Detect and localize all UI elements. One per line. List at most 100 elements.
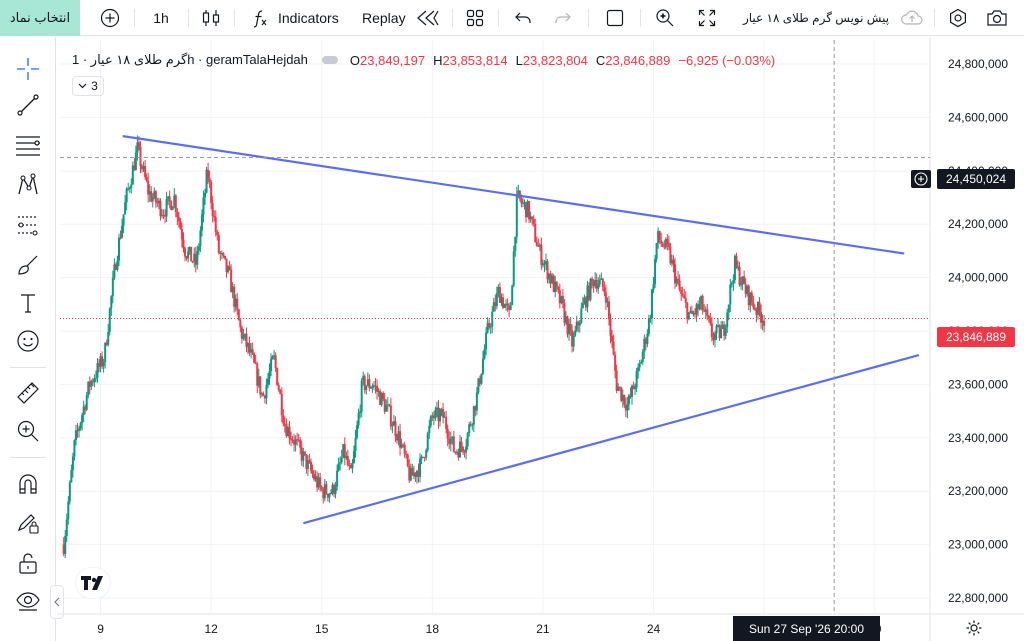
legend-high-key: H — [433, 52, 443, 68]
candle-up — [574, 330, 577, 336]
candle-up — [551, 275, 554, 284]
candle-down — [349, 465, 352, 469]
add-symbol-button[interactable] — [96, 0, 124, 36]
hide-drawings-tool[interactable] — [12, 585, 44, 617]
candle-down — [697, 304, 700, 310]
time-axis-label: 21 — [536, 622, 550, 636]
candle-up — [128, 188, 131, 190]
candle-up — [113, 264, 116, 278]
fullscreen-select-button[interactable] — [602, 0, 628, 36]
candle-up — [365, 385, 368, 391]
settings-button[interactable] — [944, 0, 972, 36]
text-tool[interactable] — [12, 287, 44, 319]
chart-legend: گرم طلای ۱۸ عیار · 1h · geramTalaHejdah … — [72, 51, 775, 69]
candle-down — [145, 176, 148, 181]
candle-down — [525, 202, 528, 218]
redo-button[interactable] — [550, 0, 576, 36]
candle-up — [627, 395, 630, 405]
chart-type-button[interactable] — [198, 0, 224, 36]
collapse-toolbar-button[interactable] — [50, 585, 64, 619]
fib-tool[interactable] — [12, 129, 44, 161]
interval-button[interactable]: 1h — [153, 10, 169, 26]
candle-up — [572, 335, 575, 347]
candle-down — [274, 355, 277, 368]
candle-down — [508, 305, 511, 310]
undo-button[interactable] — [510, 0, 536, 36]
candle-up — [130, 184, 133, 189]
candle-up — [197, 246, 200, 251]
crosshair-tool[interactable] — [12, 53, 44, 85]
candle-up — [631, 385, 634, 397]
forecast-tool[interactable] — [12, 209, 44, 241]
toolbar-divider — [588, 9, 589, 27]
tradingview-logo[interactable] — [76, 568, 110, 598]
layout-button[interactable] — [462, 0, 488, 36]
candle-down — [402, 444, 405, 446]
candle-up — [188, 246, 191, 252]
expand-button[interactable] — [694, 0, 720, 36]
candle-up — [314, 476, 317, 480]
candle-down — [535, 241, 538, 246]
candle-up — [227, 266, 230, 273]
candle-up — [647, 318, 650, 334]
cloud-save-button[interactable] — [898, 0, 926, 36]
candle-up — [265, 384, 268, 399]
price-axis-label: 24,600,000 — [948, 110, 1008, 124]
lock-drawings-tool[interactable] — [12, 507, 44, 539]
candle-up — [266, 378, 269, 385]
candle-up — [621, 395, 624, 401]
candle-up — [400, 444, 403, 448]
candle-up — [273, 355, 276, 357]
pattern-tool[interactable] — [12, 169, 44, 201]
draft-title[interactable]: پیش نویس گرم طلای ۱۸ عیار — [742, 11, 890, 25]
candle-up — [468, 424, 471, 434]
candle-down — [259, 376, 262, 395]
symbol-search-button[interactable]: انتخاب نماد — [0, 0, 80, 36]
candle-up — [543, 263, 546, 265]
indicators-toggle[interactable]: 3 — [72, 76, 104, 96]
candle-down — [706, 309, 709, 316]
quick-search-button[interactable] — [652, 0, 678, 36]
candle-up — [583, 297, 586, 304]
candle-down — [750, 292, 753, 303]
candle-down — [469, 424, 472, 426]
brush-tool[interactable] — [12, 249, 44, 281]
candle-up — [597, 284, 600, 289]
snapshot-button[interactable] — [982, 0, 1012, 36]
text-icon — [17, 292, 39, 314]
legend-symbol[interactable]: گرم طلای ۱۸ عیار · 1h · geramTalaHejdah — [72, 52, 308, 67]
unlock-tool[interactable] — [12, 547, 44, 579]
replay-button[interactable]: Replay — [362, 0, 446, 36]
candle-up — [204, 192, 206, 198]
market-status-dot[interactable] — [321, 56, 338, 64]
candle-up — [317, 477, 320, 488]
candle-down — [701, 296, 704, 311]
candle-down — [452, 436, 455, 452]
zoom-tool[interactable] — [12, 415, 44, 447]
candle-down — [191, 261, 194, 263]
emoji-tool[interactable] — [12, 325, 44, 357]
candle-down — [755, 309, 758, 315]
chart-settings-button[interactable] — [963, 617, 985, 639]
add-alert-button[interactable] — [911, 170, 931, 188]
magnet-tool[interactable] — [12, 469, 44, 501]
trendline — [122, 135, 905, 255]
crosshair-icon — [15, 56, 41, 82]
candle-down — [159, 200, 162, 217]
candle-up — [79, 423, 82, 429]
candle-down — [177, 217, 180, 222]
candle-down — [566, 316, 569, 335]
candle-down — [262, 393, 265, 396]
indicators-button[interactable]: Indicators — [250, 0, 350, 36]
trendline-tool[interactable] — [12, 89, 44, 121]
candle-up — [489, 326, 492, 328]
candle-down — [62, 544, 65, 554]
candle-up — [131, 165, 134, 185]
candle-up — [529, 216, 532, 220]
candle-down — [180, 229, 183, 240]
candle-up — [497, 287, 500, 294]
candle-down — [279, 390, 282, 395]
candle-up — [371, 386, 374, 388]
measure-tool[interactable] — [12, 377, 44, 409]
